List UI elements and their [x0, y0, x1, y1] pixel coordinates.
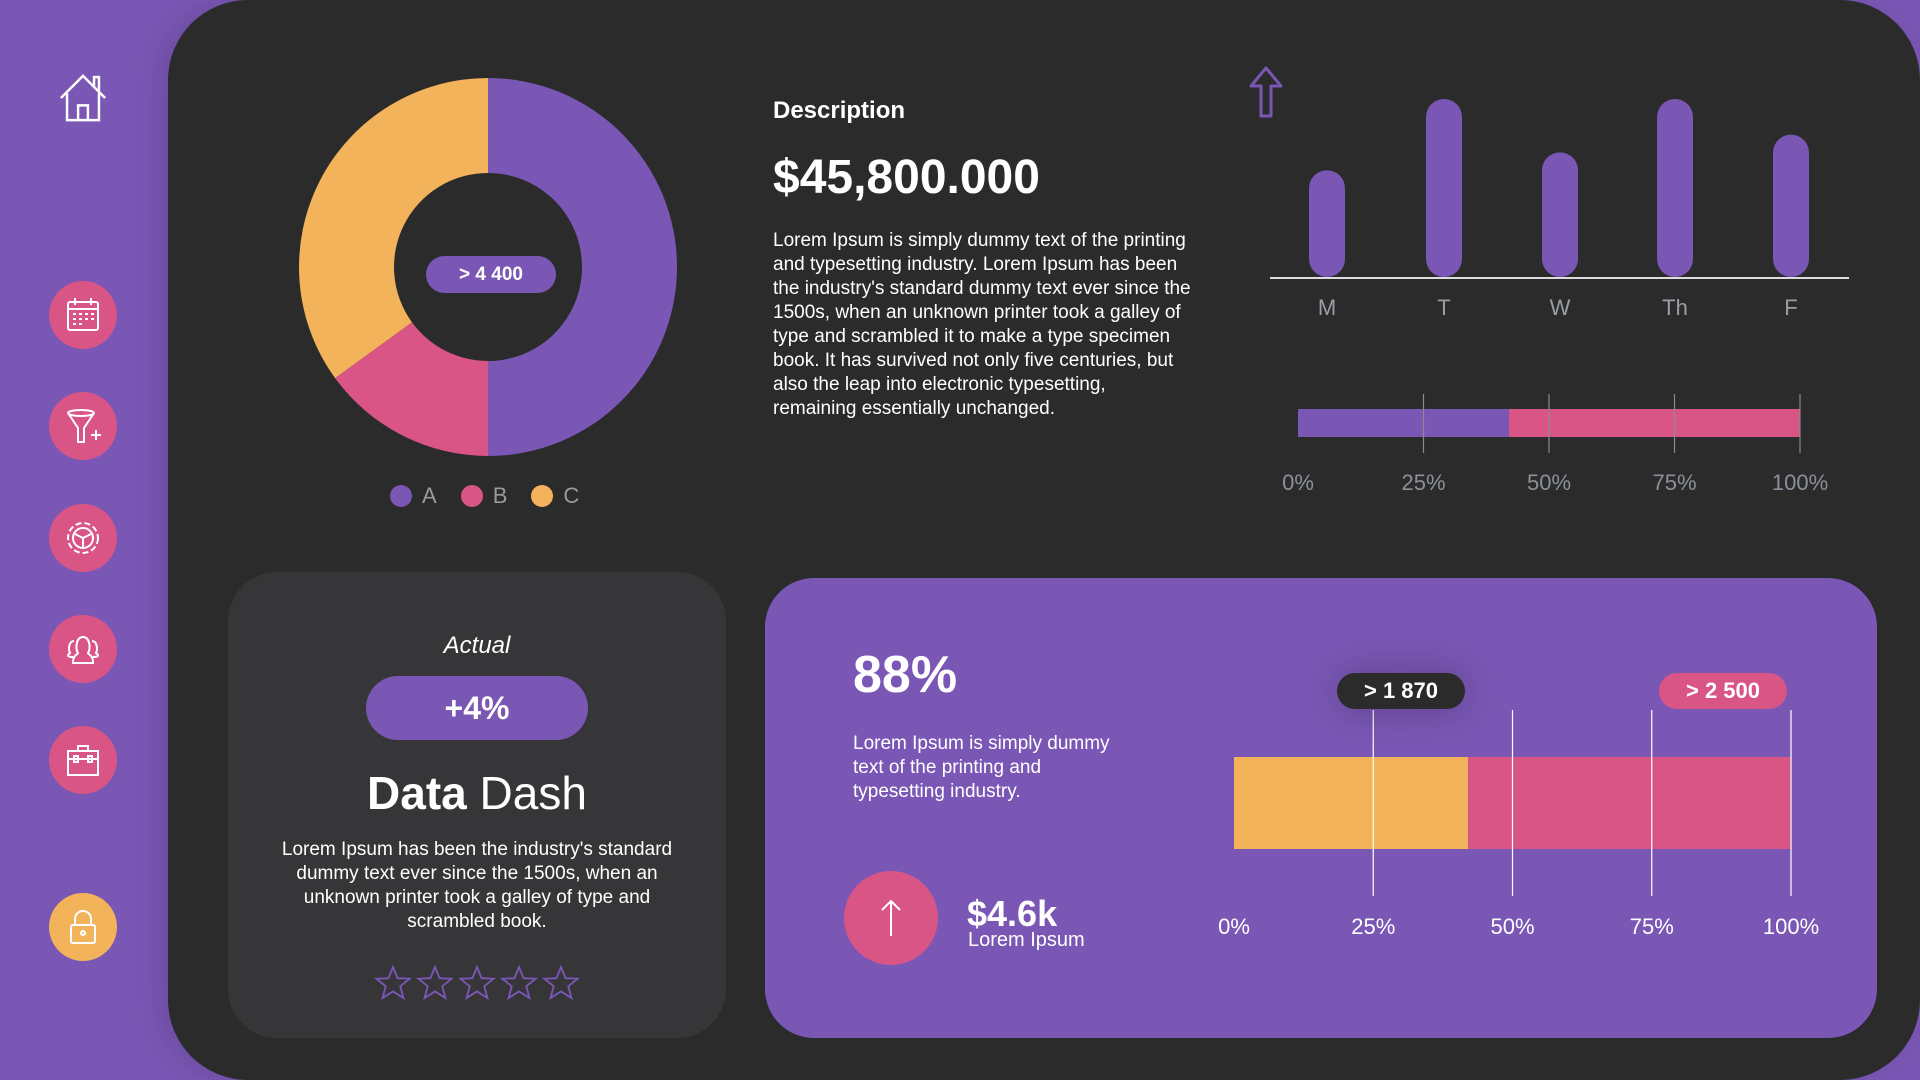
- summary-label: Actual: [443, 632, 511, 659]
- callout-2500: > 2 500: [1659, 673, 1787, 709]
- star-icon[interactable]: [374, 964, 412, 1002]
- bar-label-W: W: [1550, 295, 1571, 320]
- tick-label: 25%: [1401, 470, 1446, 495]
- bar-T: [1426, 99, 1462, 277]
- users-icon: [67, 635, 99, 664]
- bar-segment-1: [1298, 409, 1509, 437]
- tick-label: 50%: [1526, 470, 1572, 495]
- lock-button[interactable]: [49, 893, 117, 961]
- tick-label: 75%: [1629, 914, 1674, 939]
- bar-label-Th: Th: [1662, 295, 1688, 320]
- bar-Th: [1657, 99, 1693, 277]
- sidebar: [0, 0, 168, 1080]
- bar-M: [1309, 170, 1345, 277]
- summary-title-light: Dash: [479, 767, 587, 819]
- arrow-up-icon: [881, 899, 901, 936]
- filter-add-button[interactable]: [49, 392, 117, 460]
- tick-label: 0%: [1282, 470, 1314, 495]
- donut-slice-a: [488, 78, 677, 456]
- funnel-add-icon: [67, 409, 101, 443]
- stats-amount-label: Lorem Ipsum: [968, 929, 1085, 951]
- bar-F: [1773, 134, 1809, 277]
- tick-label: 75%: [1652, 470, 1697, 495]
- weekly-bar-chart: M T W Th F: [1270, 99, 1849, 320]
- donut-slice-b: [335, 322, 488, 456]
- bar-segment-2: [1467, 757, 1791, 849]
- users-button[interactable]: [49, 615, 117, 683]
- home-button[interactable]: [49, 64, 117, 132]
- bar-label-M: M: [1318, 295, 1336, 320]
- tick-label: 100%: [1771, 470, 1829, 495]
- description-text: Lorem Ipsum is simply dummy text of the …: [773, 230, 1191, 419]
- tick-label: 0%: [1218, 914, 1250, 939]
- donut-slice-c: [299, 78, 488, 379]
- description-title: Description: [773, 97, 906, 124]
- donut-chart: [299, 78, 677, 456]
- donut-legend: A B C: [390, 483, 579, 509]
- home-icon: [60, 74, 106, 122]
- summary-title: Data Dash: [228, 766, 726, 820]
- tick-label: 100%: [1762, 914, 1820, 939]
- summary-text: Lorem Ipsum has been the industry's stan…: [281, 839, 673, 932]
- progress-bar-top: [1298, 394, 1801, 453]
- stats-amount: $4.6k: [967, 893, 1058, 934]
- summary-card: Actual +4% Data Dash Lorem Ipsum has bee…: [228, 572, 726, 1038]
- stats-percent: 88%: [853, 646, 958, 704]
- tick-label: 50%: [1490, 914, 1535, 939]
- stacked-bar-bottom: [1234, 710, 1792, 896]
- star-icon[interactable]: [416, 964, 454, 1002]
- summary-title-bold: Data: [367, 767, 467, 819]
- donut-center-label: > 4 400: [426, 256, 556, 293]
- legend-swatch-c: [531, 485, 554, 507]
- lock-icon: [70, 910, 96, 944]
- calendar-icon: [67, 298, 99, 331]
- legend-label-c: C: [563, 483, 580, 508]
- change-badge: +4%: [366, 676, 588, 740]
- tick-label: 25%: [1351, 914, 1396, 939]
- rating-stars[interactable]: [228, 964, 726, 1002]
- legend-swatch-a: [390, 485, 412, 507]
- star-icon[interactable]: [542, 964, 580, 1002]
- briefcase-icon: [67, 745, 99, 776]
- bar-segment-1: [1234, 757, 1468, 849]
- star-icon[interactable]: [458, 964, 496, 1002]
- bar-segment-2: [1508, 409, 1800, 437]
- calendar-button[interactable]: [49, 281, 117, 349]
- description-amount: $45,800.000: [773, 151, 1040, 204]
- bar-label-T: T: [1437, 295, 1450, 320]
- callout-1870: > 1 870: [1337, 673, 1465, 709]
- settings-button[interactable]: [49, 504, 117, 572]
- gear-icon: [67, 522, 99, 554]
- star-icon[interactable]: [500, 964, 538, 1002]
- legend-swatch-b: [460, 485, 483, 507]
- briefcase-button[interactable]: [49, 726, 117, 794]
- bar-label-F: F: [1784, 295, 1797, 320]
- stats-text: Lorem Ipsum is simply dummy text of the …: [853, 733, 1110, 802]
- bar-W: [1542, 152, 1578, 277]
- trend-up-arrow-icon: [1249, 66, 1283, 118]
- legend-label-a: A: [422, 483, 437, 508]
- trend-up-button[interactable]: [844, 871, 938, 965]
- legend-label-b: B: [492, 483, 508, 508]
